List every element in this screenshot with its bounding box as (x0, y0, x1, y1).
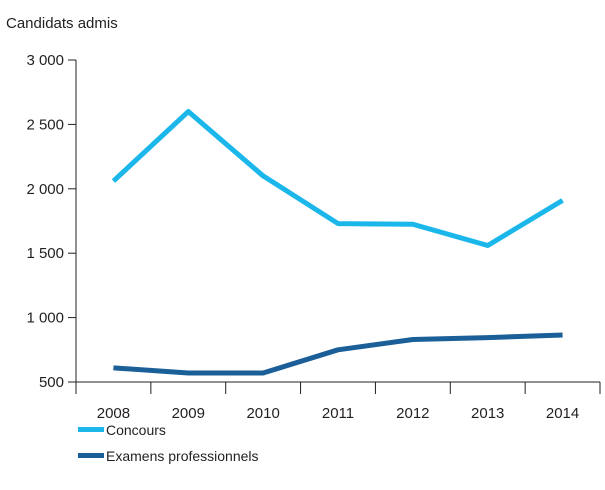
y-axis-label: Candidats admis (6, 15, 118, 32)
y-tick-label: 500 (39, 374, 64, 391)
y-tick-label: 2 000 (26, 181, 64, 198)
x-tick-label: 2012 (396, 405, 429, 422)
y-tick-label: 3 000 (26, 52, 64, 69)
x-tick-label: 2008 (97, 405, 130, 422)
legend-swatch (78, 453, 104, 458)
x-tick-label: 2013 (471, 405, 504, 422)
series-line-concours (111, 109, 564, 248)
y-tick-label: 1 000 (26, 310, 64, 327)
x-tick-label: 2010 (246, 405, 279, 422)
y-tick-label: 1 500 (26, 245, 64, 262)
legend-swatch (78, 427, 104, 432)
x-tick-label: 2011 (322, 405, 354, 422)
y-tick-label: 2 500 (26, 116, 64, 133)
legend-label: Examens professionnels (106, 448, 259, 464)
x-axis: 2008 2009 2010 2011 2012 2013 2014 (75, 381, 601, 422)
y-axis: 500 1 000 1 500 2 000 2 500 3 000 (26, 52, 77, 391)
legend: Concours Examens professionnels (78, 422, 259, 464)
legend-label: Concours (106, 422, 166, 438)
x-tick-label: 2014 (546, 405, 579, 422)
series-line-examens-professionnels (113, 332, 563, 376)
series-layer (111, 109, 564, 376)
x-tick-label: 2009 (172, 405, 205, 422)
